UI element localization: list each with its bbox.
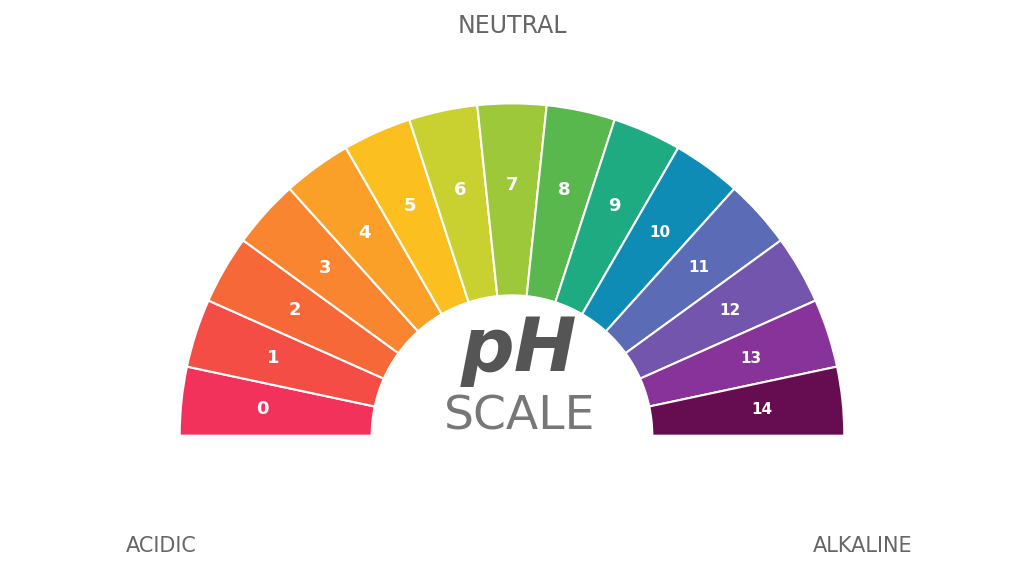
Text: 10: 10 — [649, 225, 670, 240]
Wedge shape — [209, 240, 398, 378]
Text: 7: 7 — [506, 176, 518, 194]
Wedge shape — [583, 148, 734, 331]
Text: ALKALINE: ALKALINE — [813, 536, 912, 556]
Wedge shape — [626, 240, 815, 378]
Text: 13: 13 — [740, 351, 762, 366]
Text: 4: 4 — [358, 223, 371, 241]
Wedge shape — [555, 120, 678, 314]
Wedge shape — [606, 189, 781, 353]
Text: 12: 12 — [719, 302, 740, 317]
Text: ACIDIC: ACIDIC — [126, 536, 197, 556]
Wedge shape — [346, 120, 469, 314]
Text: NEUTRAL: NEUTRAL — [458, 14, 566, 38]
Wedge shape — [243, 189, 418, 353]
Text: 2: 2 — [289, 301, 301, 319]
Wedge shape — [187, 301, 384, 407]
Text: 14: 14 — [752, 402, 772, 417]
Text: 11: 11 — [688, 260, 709, 275]
Text: 3: 3 — [319, 259, 332, 276]
Text: 1: 1 — [267, 349, 280, 367]
Wedge shape — [640, 301, 837, 407]
Text: SCALE: SCALE — [443, 395, 595, 439]
Text: 9: 9 — [608, 198, 621, 215]
Wedge shape — [410, 105, 498, 302]
Text: pH: pH — [461, 314, 578, 387]
Wedge shape — [526, 105, 614, 302]
Wedge shape — [477, 103, 547, 296]
Wedge shape — [179, 366, 375, 435]
Text: 0: 0 — [256, 400, 268, 418]
Wedge shape — [290, 148, 441, 331]
Text: 5: 5 — [403, 198, 416, 215]
Text: 8: 8 — [558, 181, 570, 199]
Text: 6: 6 — [454, 181, 466, 199]
Wedge shape — [649, 366, 845, 435]
